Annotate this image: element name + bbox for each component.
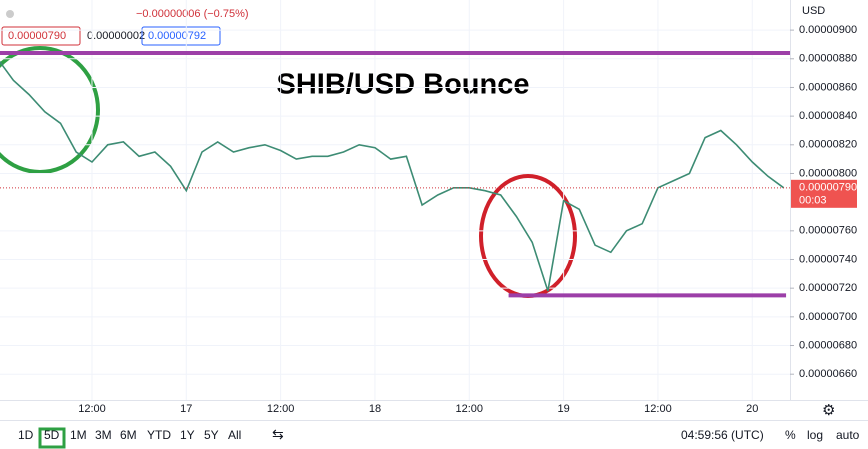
highlight-circle [0, 46, 100, 174]
y-tick-label: 0.00000680 [799, 339, 857, 351]
x-tick-label: 19 [557, 403, 569, 415]
compare-icon[interactable]: ⇆ [272, 426, 284, 442]
y-tick-label: 0.00000880 [799, 53, 857, 65]
clock: 04:59:56 (UTC) [681, 428, 764, 442]
x-tick-label: 12:00 [78, 403, 106, 415]
chart-title: SHIB/USD Bounce [277, 69, 530, 101]
change: −0.00000006 (−0.75%) [136, 8, 249, 20]
y-tick-label: 0.00000660 [799, 368, 857, 380]
range-button[interactable]: All [228, 428, 242, 442]
range-button[interactable]: 5D [44, 428, 60, 442]
price-tag [791, 179, 857, 208]
settings-icon[interactable]: ⚙ [822, 402, 836, 419]
y-tick-label: 0.00000840 [799, 110, 857, 122]
ohlc-box: 0.00000792 [148, 30, 206, 42]
option-button[interactable]: auto [836, 428, 860, 442]
ohlc-box: 0.00000002 [87, 30, 145, 42]
price-tag-label: 0.00000790 [799, 182, 857, 194]
option-button[interactable]: % [785, 428, 796, 442]
x-tick-label: 17 [180, 403, 192, 415]
price-line [0, 60, 785, 292]
currency: USD [802, 5, 825, 17]
y-tick-label: 0.00000740 [799, 253, 857, 265]
range-button[interactable]: 6M [120, 428, 137, 442]
x-tick-label: 12:00 [644, 403, 672, 415]
indicator-dot [6, 10, 14, 18]
y-tick-label: 0.00000720 [799, 282, 857, 294]
option-button[interactable]: log [807, 428, 824, 442]
countdown: 00:03 [799, 195, 827, 207]
range-button[interactable]: 1M [70, 428, 87, 442]
toolbar-border [0, 420, 868, 421]
y-tick-label: 0.00000900 [799, 24, 857, 36]
box [1, 26, 81, 46]
axis-border [0, 400, 868, 401]
box [141, 26, 221, 46]
y-tick-label: 0.00000700 [799, 311, 857, 323]
y-tick-label: 0.00000800 [799, 167, 857, 179]
axis-border [790, 0, 791, 400]
selected-range [38, 427, 66, 449]
x-tick-label: 20 [746, 403, 758, 415]
x-tick-label: 12:00 [456, 403, 484, 415]
x-tick-label: 12:00 [267, 403, 295, 415]
y-tick-label: 0.00000860 [799, 81, 857, 93]
x-tick-label: 18 [369, 403, 381, 415]
range-button[interactable]: 3M [95, 428, 112, 442]
y-tick-label: 0.00000760 [799, 225, 857, 237]
range-button[interactable]: 1Y [180, 428, 195, 442]
range-button[interactable]: 5Y [204, 428, 219, 442]
range-button[interactable]: YTD [147, 428, 171, 442]
ohlc-box: 0.00000790 [8, 30, 66, 42]
y-tick-label: 0.00000820 [799, 139, 857, 151]
range-button[interactable]: 1D [18, 428, 34, 442]
